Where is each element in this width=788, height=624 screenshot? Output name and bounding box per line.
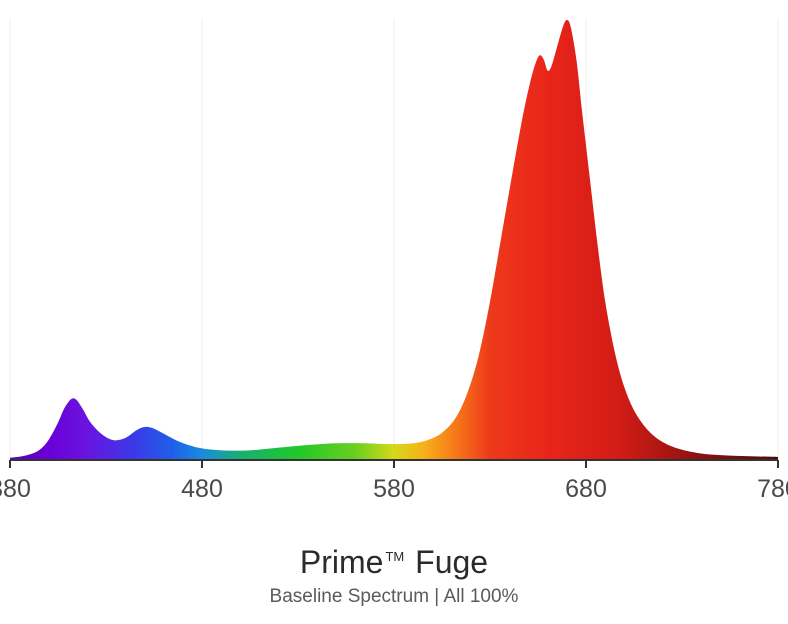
spectrum-figure: 380 480 580 680 780 PrimeTM Fuge Baseline Sp… [0, 0, 788, 624]
x-tick-label: 780 [757, 475, 788, 504]
title-part-2: Fuge [406, 544, 488, 580]
chart-subtitle: Baseline Spectrum | All 100% [0, 586, 788, 608]
chart-title: PrimeTM Fuge [0, 545, 788, 580]
spectrum-svg [0, 0, 788, 470]
x-tick-label: 580 [373, 475, 415, 504]
x-tick-label: 380 [0, 475, 31, 504]
chart-titles: PrimeTM Fuge Baseline Spectrum | All 100… [0, 545, 788, 608]
title-trademark: TM [385, 549, 404, 564]
x-tick-label: 680 [565, 475, 607, 504]
x-tick-label: 480 [181, 475, 223, 504]
spectrum-chart [0, 0, 788, 470]
title-part-1: Prime [300, 544, 384, 580]
x-axis-labels: 380 480 580 680 780 [0, 475, 788, 515]
